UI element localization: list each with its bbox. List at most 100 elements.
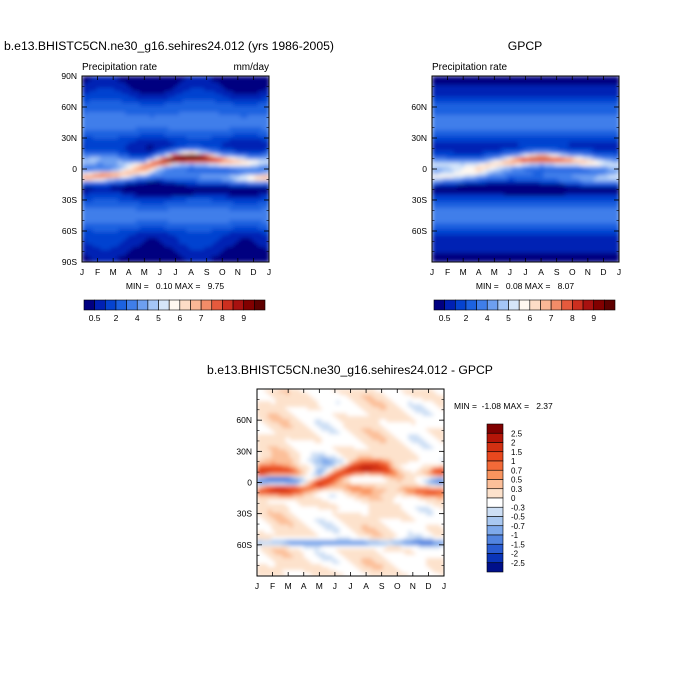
model-x-tick-label: A [188, 267, 194, 277]
diff-colorbar-label: -1.5 [511, 540, 525, 549]
gpcp-colorbar-box [486, 299, 499, 311]
diff-colorbar-box [486, 525, 504, 536]
model-y-tick-label: 30S [62, 195, 77, 205]
diff-colorbar-box [486, 469, 504, 480]
model-colorbar: 0.5 2 4 5 6 7 8 9 [83, 299, 266, 323]
diff-colorbar-label: 1.5 [511, 448, 523, 457]
model-panel-title: b.e13.BHISTC5CN.ne30_g16.sehires24.012 (… [4, 39, 334, 53]
model-precip-heatmap [82, 76, 269, 262]
diff-y-tick-label: 30S [237, 509, 252, 519]
gpcp-x-tick-label: J [617, 267, 621, 277]
gpcp-colorbar-box [540, 299, 552, 311]
model-y-tick-label: 0 [72, 164, 77, 174]
gpcp-colorbar-box [518, 299, 531, 311]
diff-colorbar-box [486, 534, 504, 545]
diff-colorbar-label: 0.3 [511, 485, 523, 494]
model-colorbar-box [222, 299, 234, 311]
model-colorbar-box [158, 299, 170, 311]
model-colorbar-box [147, 299, 159, 311]
diff-colorbar-label: 0 [511, 494, 516, 503]
gpcp-colorbar-box [433, 299, 445, 311]
diff-panel-title: b.e13.BHISTC5CN.ne30_g16.sehires24.012 -… [207, 363, 493, 377]
gpcp-minmax: MIN = 0.08 MAX = 8.07 [476, 281, 575, 291]
model-x-tick-label: J [267, 267, 271, 277]
model-x-tick-label: S [204, 267, 210, 277]
diff-colorbar-label: 2 [511, 439, 516, 448]
diff-colorbar-label: -0.3 [511, 503, 525, 512]
model-colorbar-label: 4 [135, 313, 140, 323]
diff-colorbar-box [486, 451, 504, 462]
model-colorbar-box [83, 299, 95, 311]
gpcp-y-tick-label: 60N [411, 102, 427, 112]
gpcp-x-tick-label: F [445, 267, 450, 277]
model-x-tick-label: J [80, 267, 84, 277]
model-x-tick-label: A [126, 267, 132, 277]
model-x-tick-label: O [219, 267, 226, 277]
gpcp-x-tick-label: S [554, 267, 560, 277]
gpcp-colorbar-box [508, 299, 520, 311]
model-y-tick-label: 30N [61, 133, 77, 143]
diff-colorbar-box [486, 543, 504, 554]
model-left-string: Precipitation rate [82, 62, 157, 73]
model-colorbar-box [211, 299, 223, 311]
model-colorbar-box [200, 299, 213, 311]
model-colorbar-box [94, 299, 106, 311]
diff-x-tick-label: M [285, 581, 292, 591]
diff-colorbar-box [486, 442, 504, 453]
gpcp-y-tick-label: 60S [412, 226, 427, 236]
model-x-tick-label: D [250, 267, 256, 277]
gpcp-x-tick-label: J [508, 267, 512, 277]
model-x-tick-label: M [110, 267, 117, 277]
gpcp-x-tick-label: D [600, 267, 606, 277]
gpcp-colorbar-box [572, 299, 584, 311]
model-colorbar-box [168, 299, 181, 311]
diff-x-tick-label: N [410, 581, 416, 591]
diff-colorbar-label: 0.7 [511, 466, 523, 475]
gpcp-x-tick-label: A [476, 267, 482, 277]
diff-colorbar-box [486, 488, 504, 499]
diff-x-tick-label: M [316, 581, 323, 591]
diff-colorbar-label: -0.7 [511, 522, 525, 531]
gpcp-x-tick-label: N [585, 267, 591, 277]
gpcp-colorbar-label: 2 [464, 313, 469, 323]
diff-x-tick-label: O [394, 581, 401, 591]
model-y-tick-label: 60N [61, 102, 77, 112]
difference-heatmap [257, 389, 444, 576]
model-colorbar-box [254, 299, 266, 311]
model-y-tick-label: 60S [62, 226, 77, 236]
model-colorbar-label: 0.5 [89, 313, 101, 323]
gpcp-colorbar-box [465, 299, 477, 311]
gpcp-colorbar-box [529, 299, 541, 311]
gpcp-colorbar-box [604, 299, 616, 311]
diff-colorbar-label: 0.5 [511, 476, 523, 485]
diff-x-tick-label: F [270, 581, 275, 591]
gpcp-colorbar-label: 9 [591, 313, 596, 323]
gpcp-x-tick-label: M [491, 267, 498, 277]
model-x-tick-label: F [95, 267, 100, 277]
diff-colorbar-box [486, 562, 504, 573]
diff-colorbar-box [486, 506, 504, 517]
diff-x-tick-label: A [301, 581, 307, 591]
gpcp-precip-heatmap [432, 76, 619, 262]
model-colorbar-label: 6 [177, 313, 182, 323]
model-colorbar-box [243, 299, 255, 311]
model-colorbar-label: 8 [220, 313, 225, 323]
diff-colorbar-box [486, 497, 504, 508]
diff-colorbar-box [486, 553, 504, 564]
gpcp-colorbar-label: 4 [485, 313, 490, 323]
gpcp-colorbar-box [582, 299, 595, 311]
diff-colorbar-label: 1 [511, 457, 516, 466]
gpcp-colorbar-box [550, 299, 563, 311]
diff-x-tick-label: D [425, 581, 431, 591]
model-colorbar-box [126, 299, 138, 311]
model-colorbar-label: 9 [241, 313, 246, 323]
model-colorbar-box [179, 299, 191, 311]
diff-minmax: MIN = -1.08 MAX = 2.37 [454, 401, 553, 411]
diff-x-tick-label: J [255, 581, 259, 591]
gpcp-left-string: Precipitation rate [432, 62, 507, 73]
gpcp-y-tick-label: 30S [412, 195, 427, 205]
